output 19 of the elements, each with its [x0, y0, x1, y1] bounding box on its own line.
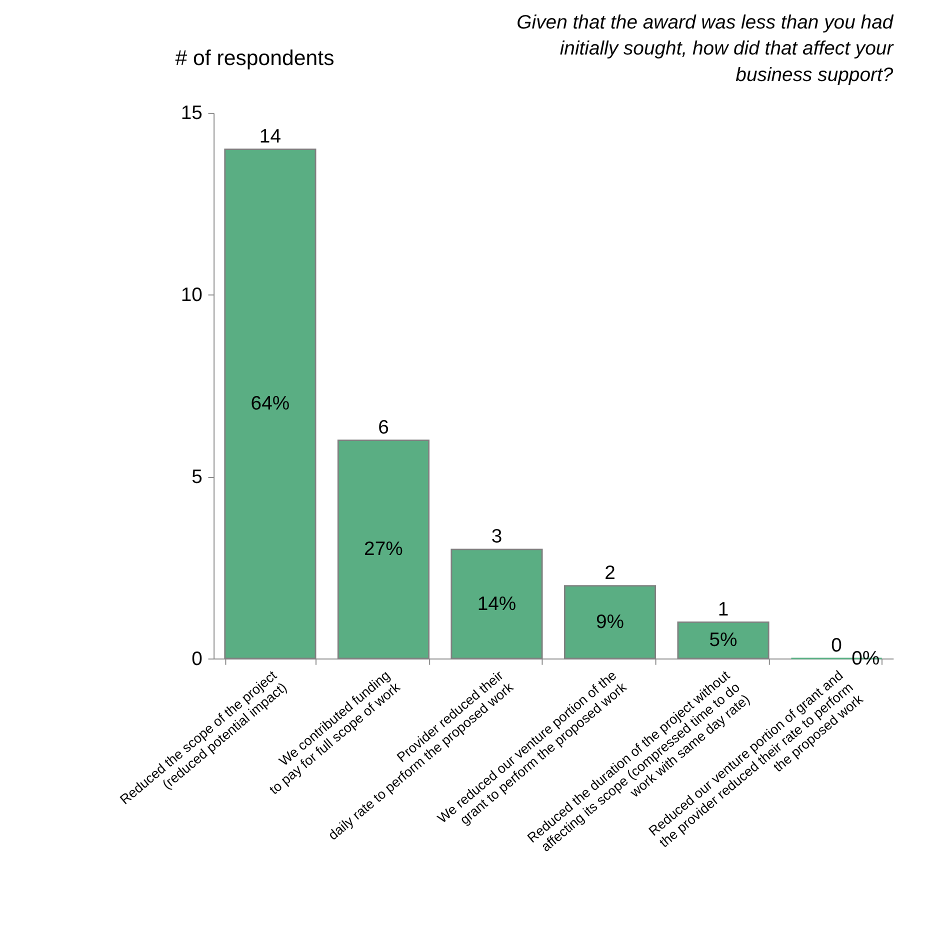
annotation: 64%	[250, 392, 290, 415]
data-label: 1	[718, 598, 729, 620]
data-label: 0	[831, 634, 842, 657]
y-tick-label: 10	[180, 284, 203, 306]
text: business support?	[736, 64, 894, 86]
annotation: 14%	[477, 592, 516, 615]
data-label: 2	[604, 562, 616, 584]
y-axis-title: # of respondents	[175, 46, 334, 70]
data-label: 14	[259, 126, 282, 148]
y-tick-label: 5	[192, 466, 202, 488]
annotation: 5%	[709, 629, 738, 652]
text: Given that the award was less than you had	[516, 11, 894, 34]
y-tick-label: 15	[180, 102, 202, 124]
text: initially sought, how did that affect your	[560, 38, 894, 60]
y-tick-label: 0	[192, 648, 203, 670]
annotation: 9%	[596, 610, 624, 633]
data-label: 3	[491, 526, 502, 548]
data-label: 6	[378, 416, 389, 438]
annotation: 27%	[364, 538, 403, 560]
